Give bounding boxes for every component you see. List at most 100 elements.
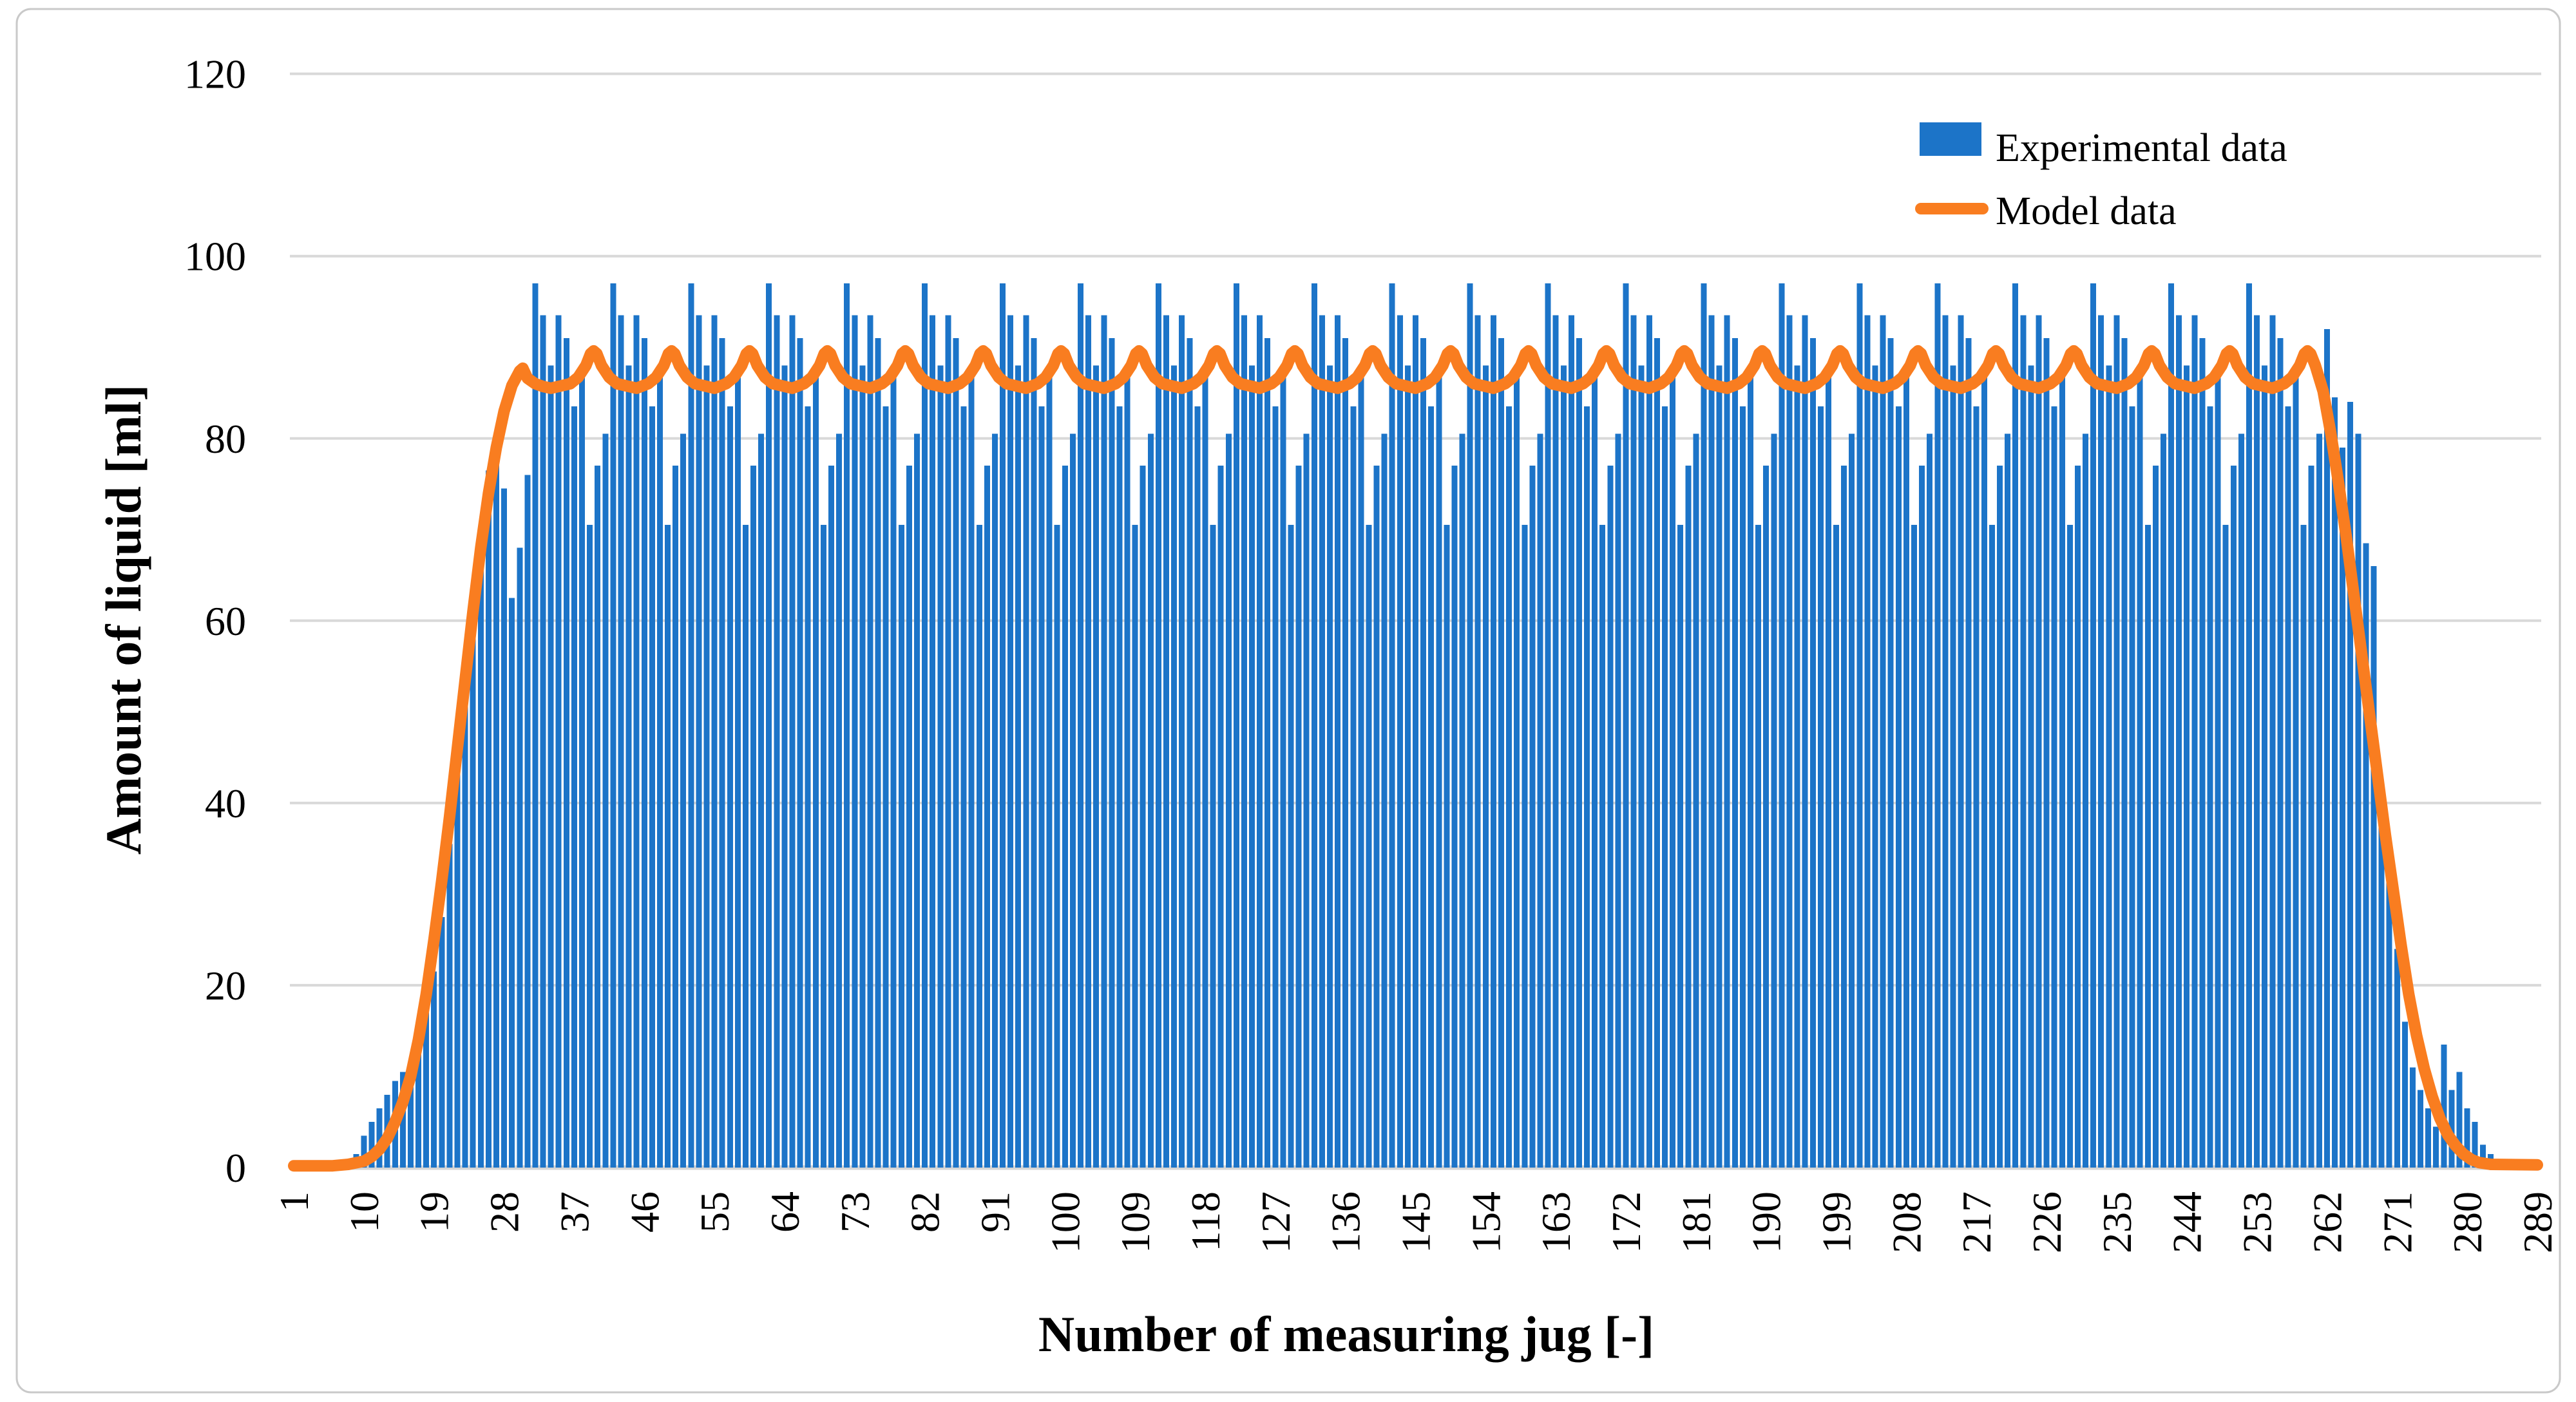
- bar-jug-47: [649, 406, 655, 1168]
- bar-jug-137: [1350, 406, 1357, 1168]
- x-tick-208: 208: [1884, 1191, 1929, 1253]
- bar-jug-78: [890, 370, 897, 1168]
- bar-jug-102: [1078, 283, 1083, 1168]
- bar-jug-15: [399, 1072, 406, 1168]
- bar-jug-62: [766, 283, 772, 1168]
- bar-jug-178: [1670, 370, 1676, 1168]
- bar-jug-205: [1880, 315, 1886, 1168]
- bar-jug-23: [462, 684, 468, 1168]
- bar-jug-271: [2394, 949, 2400, 1168]
- bar-jug-91: [992, 433, 998, 1168]
- y-axis-tick-labels: 0 20 40 60 80 100 120: [184, 52, 246, 1191]
- bar-jug-237: [2129, 406, 2135, 1168]
- bar-jug-251: [2238, 433, 2244, 1168]
- bar-jug-208: [1903, 370, 1909, 1168]
- bar-jug-154: [1482, 365, 1489, 1168]
- bar-jug-274: [2418, 1090, 2424, 1168]
- bar-jug-163: [1552, 315, 1559, 1168]
- bar-jug-280: [2464, 1108, 2470, 1168]
- x-tick-154: 154: [1463, 1191, 1509, 1253]
- bar-jug-259: [2300, 525, 2307, 1168]
- bar-jug-34: [548, 365, 554, 1168]
- x-tick-64: 64: [762, 1191, 808, 1233]
- bar-jug-134: [1327, 365, 1333, 1168]
- bar-jug-93: [1007, 315, 1014, 1168]
- bar-jug-97: [1038, 406, 1045, 1168]
- bar-jug-58: [734, 370, 741, 1168]
- bar-jug-236: [2121, 338, 2128, 1168]
- bar-jug-202: [1856, 283, 1863, 1168]
- bar-jug-63: [774, 315, 780, 1168]
- bar-jug-46: [641, 338, 647, 1168]
- bar-jug-229: [2066, 525, 2073, 1168]
- y-tick-20: 20: [205, 963, 246, 1009]
- bar-jug-110: [1140, 466, 1146, 1168]
- bar-jug-197: [1817, 406, 1824, 1168]
- bar-jug-86: [953, 338, 959, 1168]
- bar-jug-249: [2222, 525, 2229, 1168]
- bar-jug-265: [2347, 402, 2354, 1168]
- bar-jug-109: [1132, 525, 1138, 1168]
- bar-jug-165: [1568, 315, 1574, 1168]
- bar-jug-152: [1467, 283, 1473, 1168]
- bar-jug-94: [1015, 365, 1022, 1168]
- bar-jug-107: [1116, 406, 1123, 1168]
- x-tick-145: 145: [1393, 1191, 1439, 1253]
- bar-jug-144: [1404, 365, 1411, 1168]
- bar-jug-88: [968, 370, 975, 1168]
- figure-border: [15, 8, 2561, 1394]
- legend-model-label: Model data: [1996, 189, 2177, 233]
- bar-jug-240: [2152, 466, 2159, 1168]
- bar-jug-103: [1085, 315, 1092, 1168]
- bar-jug-256: [2277, 338, 2284, 1168]
- x-tick-262: 262: [2304, 1191, 2350, 1253]
- bar-jug-191: [1771, 433, 1777, 1168]
- bar-jug-30: [517, 547, 523, 1168]
- bar-jug-228: [2059, 370, 2065, 1168]
- x-tick-73: 73: [832, 1191, 878, 1233]
- bar-jug-142: [1389, 283, 1395, 1168]
- bar-jug-258: [2293, 370, 2299, 1168]
- bar-jug-244: [2184, 365, 2190, 1168]
- bar-jug-204: [1872, 365, 1878, 1168]
- bar-jug-61: [758, 433, 765, 1168]
- bar-jug-115: [1179, 315, 1185, 1168]
- bar-jug-117: [1194, 406, 1201, 1168]
- bar-jug-278: [2448, 1090, 2455, 1168]
- bar-jug-275: [2425, 1108, 2432, 1168]
- bar-jug-262: [2323, 328, 2330, 1168]
- bar-jug-57: [727, 406, 733, 1168]
- bar-jug-39: [587, 525, 593, 1168]
- bar-jug-69: [820, 525, 826, 1168]
- bar-jug-95: [1023, 315, 1029, 1168]
- x-tick-280: 280: [2445, 1191, 2490, 1253]
- bar-jug-162: [1545, 283, 1551, 1168]
- bar-jug-126: [1264, 338, 1271, 1168]
- x-axis-title: Number of measuring jug [-]: [1038, 1306, 1654, 1362]
- bar-jug-138: [1358, 370, 1364, 1168]
- y-tick-40: 40: [205, 781, 246, 826]
- bar-jug-263: [2332, 397, 2338, 1168]
- x-tick-190: 190: [1744, 1191, 1789, 1253]
- bar-jug-143: [1397, 315, 1403, 1168]
- x-tick-217: 217: [1954, 1191, 1999, 1253]
- bar-jug-98: [1046, 370, 1053, 1168]
- bar-jug-174: [1638, 365, 1645, 1168]
- bar-jug-119: [1210, 525, 1216, 1168]
- bar-jug-220: [1997, 466, 2003, 1168]
- bar-jug-147: [1428, 406, 1435, 1168]
- bar-jug-45: [633, 315, 640, 1168]
- bar-jug-50: [673, 466, 679, 1168]
- bar-jug-114: [1171, 365, 1178, 1168]
- bar-jug-83: [930, 315, 936, 1168]
- bar-jug-104: [1093, 365, 1100, 1168]
- bar-jug-70: [828, 466, 834, 1168]
- x-tick-91: 91: [973, 1191, 1018, 1233]
- bar-jug-270: [2386, 867, 2392, 1168]
- bar-jug-239: [2144, 525, 2151, 1168]
- bar-jug-185: [1724, 315, 1730, 1168]
- bar-jug-145: [1413, 315, 1418, 1168]
- bar-jug-232: [2090, 283, 2097, 1168]
- x-tick-136: 136: [1323, 1191, 1369, 1253]
